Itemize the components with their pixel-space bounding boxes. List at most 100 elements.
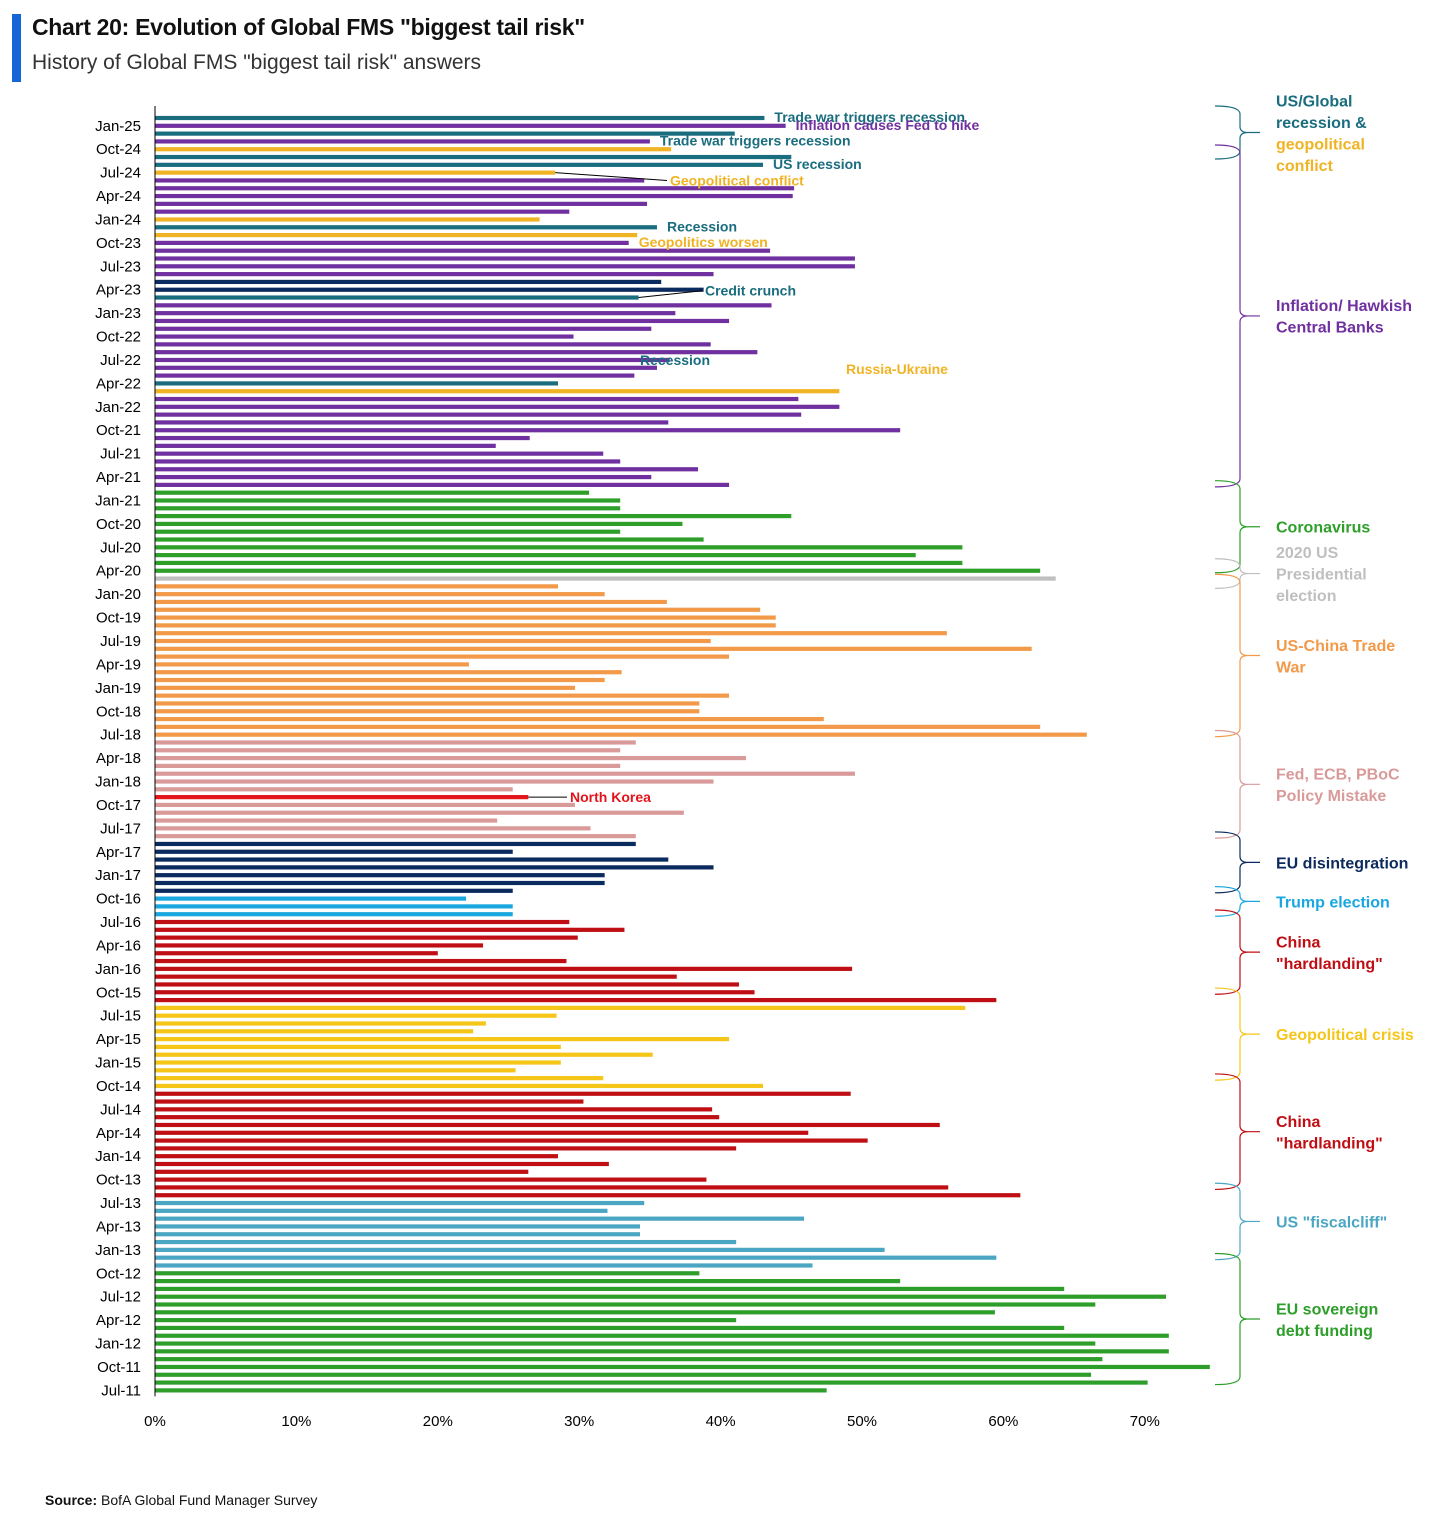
bar <box>155 701 700 706</box>
annotation-label: Geopolitical conflict <box>670 172 804 188</box>
bar <box>155 209 570 214</box>
group-bracket <box>1214 831 1260 894</box>
bar <box>155 1099 584 1104</box>
bar <box>155 623 776 628</box>
bar <box>155 1216 805 1221</box>
bar <box>155 1278 901 1284</box>
bar <box>155 1021 486 1026</box>
bar <box>155 997 997 1003</box>
bar <box>155 1107 713 1112</box>
group-bracket <box>1214 1073 1260 1191</box>
bar <box>155 1318 737 1323</box>
bar <box>155 295 639 300</box>
bar <box>155 826 591 831</box>
bar <box>155 748 621 753</box>
y-tick-label: Jan-19 <box>95 680 141 697</box>
bar <box>155 1357 1103 1362</box>
y-tick-label: Oct-23 <box>96 235 141 252</box>
y-tick-label: Oct-14 <box>96 1078 141 1095</box>
bar <box>155 724 1041 729</box>
y-tick-label: Jan-21 <box>95 492 141 509</box>
group-label: US-China Trade <box>1276 638 1395 655</box>
bar <box>155 217 540 222</box>
y-tick-label: Jan-13 <box>95 1242 141 1259</box>
y-tick-label: Oct-15 <box>96 984 141 1001</box>
bar <box>155 638 711 644</box>
bar <box>155 974 677 979</box>
bar <box>155 396 799 402</box>
y-tick-label: Jul-12 <box>100 1289 141 1306</box>
group-label: China <box>1276 1114 1321 1131</box>
annotation-label: US recession <box>773 156 862 172</box>
bar <box>155 1341 1096 1346</box>
bar <box>155 287 704 292</box>
x-tick-label: 20% <box>423 1413 453 1430</box>
bar <box>155 1115 720 1120</box>
y-tick-label: Apr-19 <box>96 656 141 673</box>
bar <box>155 264 855 269</box>
y-tick-label: Oct-21 <box>96 422 141 439</box>
bar <box>155 248 771 253</box>
bar <box>155 779 714 784</box>
annotation-label: North Korea <box>570 789 651 805</box>
group-label: recession & <box>1276 115 1367 132</box>
annotation-label: Credit crunch <box>705 283 796 299</box>
bar <box>155 631 947 636</box>
bar <box>155 521 683 527</box>
bar <box>155 1013 557 1018</box>
y-tick-label: Apr-22 <box>96 375 141 392</box>
bar <box>155 755 747 761</box>
y-tick-label: Apr-12 <box>96 1312 141 1329</box>
group-bracket <box>1214 729 1260 839</box>
group-label: election <box>1276 588 1336 605</box>
bar <box>155 326 652 331</box>
bar <box>155 958 567 964</box>
y-tick-label: Apr-17 <box>96 844 141 861</box>
annotation-label: Recession <box>667 218 737 234</box>
bar <box>155 818 498 823</box>
bar <box>155 560 963 566</box>
bar <box>155 1068 516 1073</box>
bar <box>155 1247 885 1252</box>
y-tick-label: Apr-15 <box>96 1031 141 1048</box>
bar <box>155 154 792 160</box>
y-tick-label: Jan-15 <box>95 1055 141 1072</box>
bar <box>155 935 578 940</box>
bar <box>155 951 438 956</box>
annotation-label: Russia-Ukraine <box>846 361 948 377</box>
bar <box>155 576 1056 581</box>
bar <box>155 670 622 675</box>
bar <box>155 131 735 136</box>
group-bracket <box>1214 1182 1260 1261</box>
x-tick-label: 0% <box>144 1413 166 1430</box>
group-bracket <box>1214 573 1260 738</box>
bar <box>155 147 672 152</box>
annotation-label: Trade war triggers recession <box>774 109 965 125</box>
y-tick-label: Oct-17 <box>96 797 141 814</box>
y-tick-label: Jul-11 <box>101 1382 141 1399</box>
y-tick-label: Jan-17 <box>95 867 141 884</box>
bar <box>155 709 700 714</box>
bar <box>155 232 638 238</box>
bar <box>155 1302 1096 1307</box>
y-tick-label: Apr-14 <box>96 1125 141 1142</box>
bar <box>155 615 776 620</box>
bar <box>155 490 590 495</box>
bar <box>155 420 669 425</box>
y-tick-label: Jul-22 <box>100 352 141 369</box>
bar <box>155 1169 529 1174</box>
bar <box>155 1364 1210 1370</box>
bar <box>155 795 529 800</box>
bar <box>155 537 704 542</box>
bar <box>155 1263 813 1268</box>
y-tick-label: Jul-21 <box>100 446 141 463</box>
y-tick-label: Jul-13 <box>100 1195 141 1212</box>
title-accent-bar <box>12 14 21 82</box>
bar <box>155 435 530 441</box>
y-tick-label: Jul-17 <box>100 820 141 837</box>
y-tick-label: Jul-14 <box>100 1101 141 1118</box>
bar <box>155 311 676 316</box>
y-tick-label: Jul-23 <box>100 258 141 275</box>
bar <box>155 115 765 121</box>
y-tick-label: Apr-24 <box>96 188 141 205</box>
